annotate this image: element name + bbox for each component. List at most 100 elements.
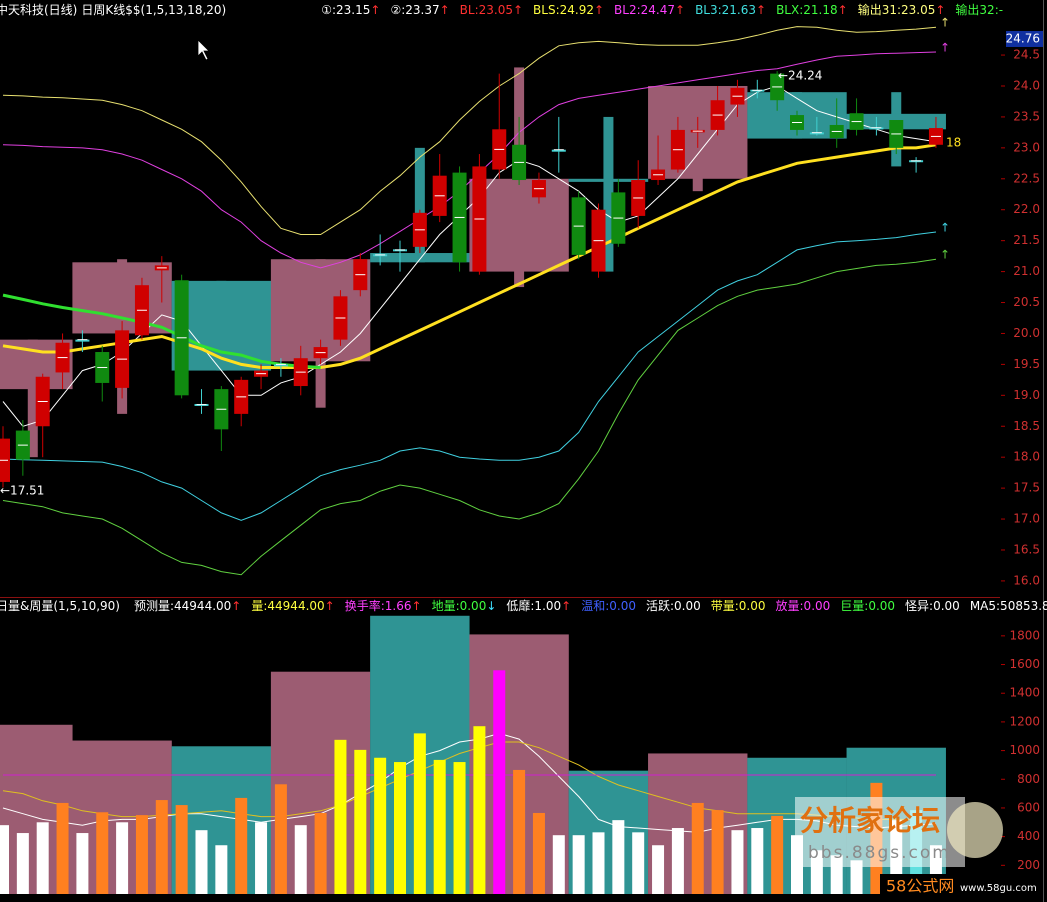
mouse-cursor [197,39,210,61]
candle-body [273,364,288,367]
y-tick-label: 23.5 [1013,109,1040,123]
volume-bar [850,860,863,894]
watermark-title: 分析家论坛 [800,804,940,837]
weekly-wick [27,339,38,458]
header-title: 日量&周量(1,5,10,90) [0,599,120,613]
volume-bar [473,726,486,894]
candle-body [75,339,90,342]
text-layer: 中天科技(日线) 日周K线$$(1,5,13,18,20) ①:23.15↑ ②:23… [0,2,1047,872]
indicator-value: ①:23.15 [321,3,370,17]
indicator-line [2,293,321,369]
indicator-value: BLS:24.92 [533,3,594,17]
indicator-value: BL3:21.63 [695,3,756,17]
volume-bar [0,825,9,894]
volume-bar [96,812,109,894]
volume-bar [552,835,565,894]
volume-bar [453,762,466,894]
last-price-box [1006,30,1043,47]
y-tick-label: 17.5 [1013,481,1040,495]
y-tick-label: 16.5 [1013,542,1040,556]
indicator-value: 预测量:44944.00 [134,599,231,613]
y-tick-label: 18.5 [1013,419,1040,433]
header-title: 中天科技(日线) [0,2,77,17]
y-tick-label: 22.0 [1013,202,1040,216]
indicator-value: 输出31:23.05 [858,2,936,17]
y-tick-label: 22.5 [1013,171,1040,185]
y-tick-label: 23.0 [1013,140,1040,154]
indicator-arrow: ↑ [838,3,848,17]
price-annotation: 18 [946,136,961,150]
indicator-arrow: ↑ [675,3,685,17]
y-tick-label: 17.0 [1013,512,1040,526]
y-tick-label: 24.5 [1013,48,1040,62]
header: 中天科技(日线) 日周K线$$(1,5,13,18,20) ①:23.15↑ ②:23… [0,2,1003,17]
y-tick-label: 600 [1017,800,1040,814]
volume-bar [175,805,188,894]
y-tick-label: 1400 [1009,686,1040,700]
indicator-arrow: ↑ [594,3,604,17]
watermark: 分析家论坛 bbs.88gs.com 58公式网 www.58gu.com [795,797,1043,900]
indicator-line [2,231,937,521]
indicator-arrow: ↑ [513,3,523,17]
volume-bar [56,802,69,894]
volume-bar [235,797,248,894]
volume-bar [513,769,526,894]
indicator-value: BL:23.05 [460,3,513,17]
indicator-value: 量:44944.00 [251,599,324,613]
volume-bar [532,812,545,894]
y-tick-label: 1200 [1009,714,1040,728]
y-tick-label: 1800 [1009,628,1040,642]
volume-bar [76,833,89,894]
y-tick-label: 18.0 [1013,450,1040,464]
volume-bar [771,815,784,894]
low-annotation: ←17.51 [0,484,44,498]
candle-body [869,127,884,130]
volume-bar [493,670,506,894]
candle-body [809,132,824,135]
indicator-value: BL2:24.47 [614,3,675,17]
volume-bar [334,739,347,894]
volume-bar [612,820,625,894]
y-tick-label: 400 [1017,829,1040,843]
volume-bar [294,825,307,894]
watermark-url: bbs.88gs.com [808,843,951,863]
indicator-value: BLX:21.18 [776,3,838,17]
indicator-arrow: ↑ [231,599,241,613]
header-title: 日周K线$$(1,5,13,18,20) [81,3,226,17]
volume-bar [632,832,645,894]
volume-bar [195,830,208,894]
indicator-arrow: ↑ [756,3,766,17]
indicator-value: 巨量:0.00 [840,599,895,613]
volume-bar [274,784,287,894]
volume-bar [16,833,29,894]
indicator-value: 换手率:1.66 [345,598,412,613]
volume-bar [413,733,426,894]
indicator-arrow: ↑ [412,599,422,613]
site-box [880,874,1043,900]
volume-bar [751,828,764,894]
weekly-body [370,253,470,263]
volume-bar [116,822,129,894]
high-annotation: ←24.24 [778,69,822,83]
y-tick-label: 20.5 [1013,295,1040,309]
volume-bar [592,832,605,894]
weekly-wick [414,147,425,263]
y-tick-label: 1000 [1009,743,1040,757]
header: 日量&周量(1,5,10,90) 预测量:44944.00↑ 量:44944.00↑… [0,598,1047,613]
volume-bar [374,757,387,894]
line-end-label: ↑ [940,16,950,30]
volume-bar [255,822,268,894]
indicator-value: 地量:0.00 [432,599,487,613]
volume-bar [314,812,327,894]
candle-layer [0,71,943,894]
volume-bar [433,759,446,894]
indicator-line [2,258,937,576]
indicator-value: 活跃:0.00 [646,599,701,613]
volume-bar [731,830,744,894]
weekly-body [568,178,649,182]
indicator-value: MA5:50853.80 [970,599,1047,613]
y-tick-label: 19.5 [1013,357,1040,371]
line-end-label: ↑ [940,220,950,234]
indicator-arrow: ↑ [561,599,571,613]
